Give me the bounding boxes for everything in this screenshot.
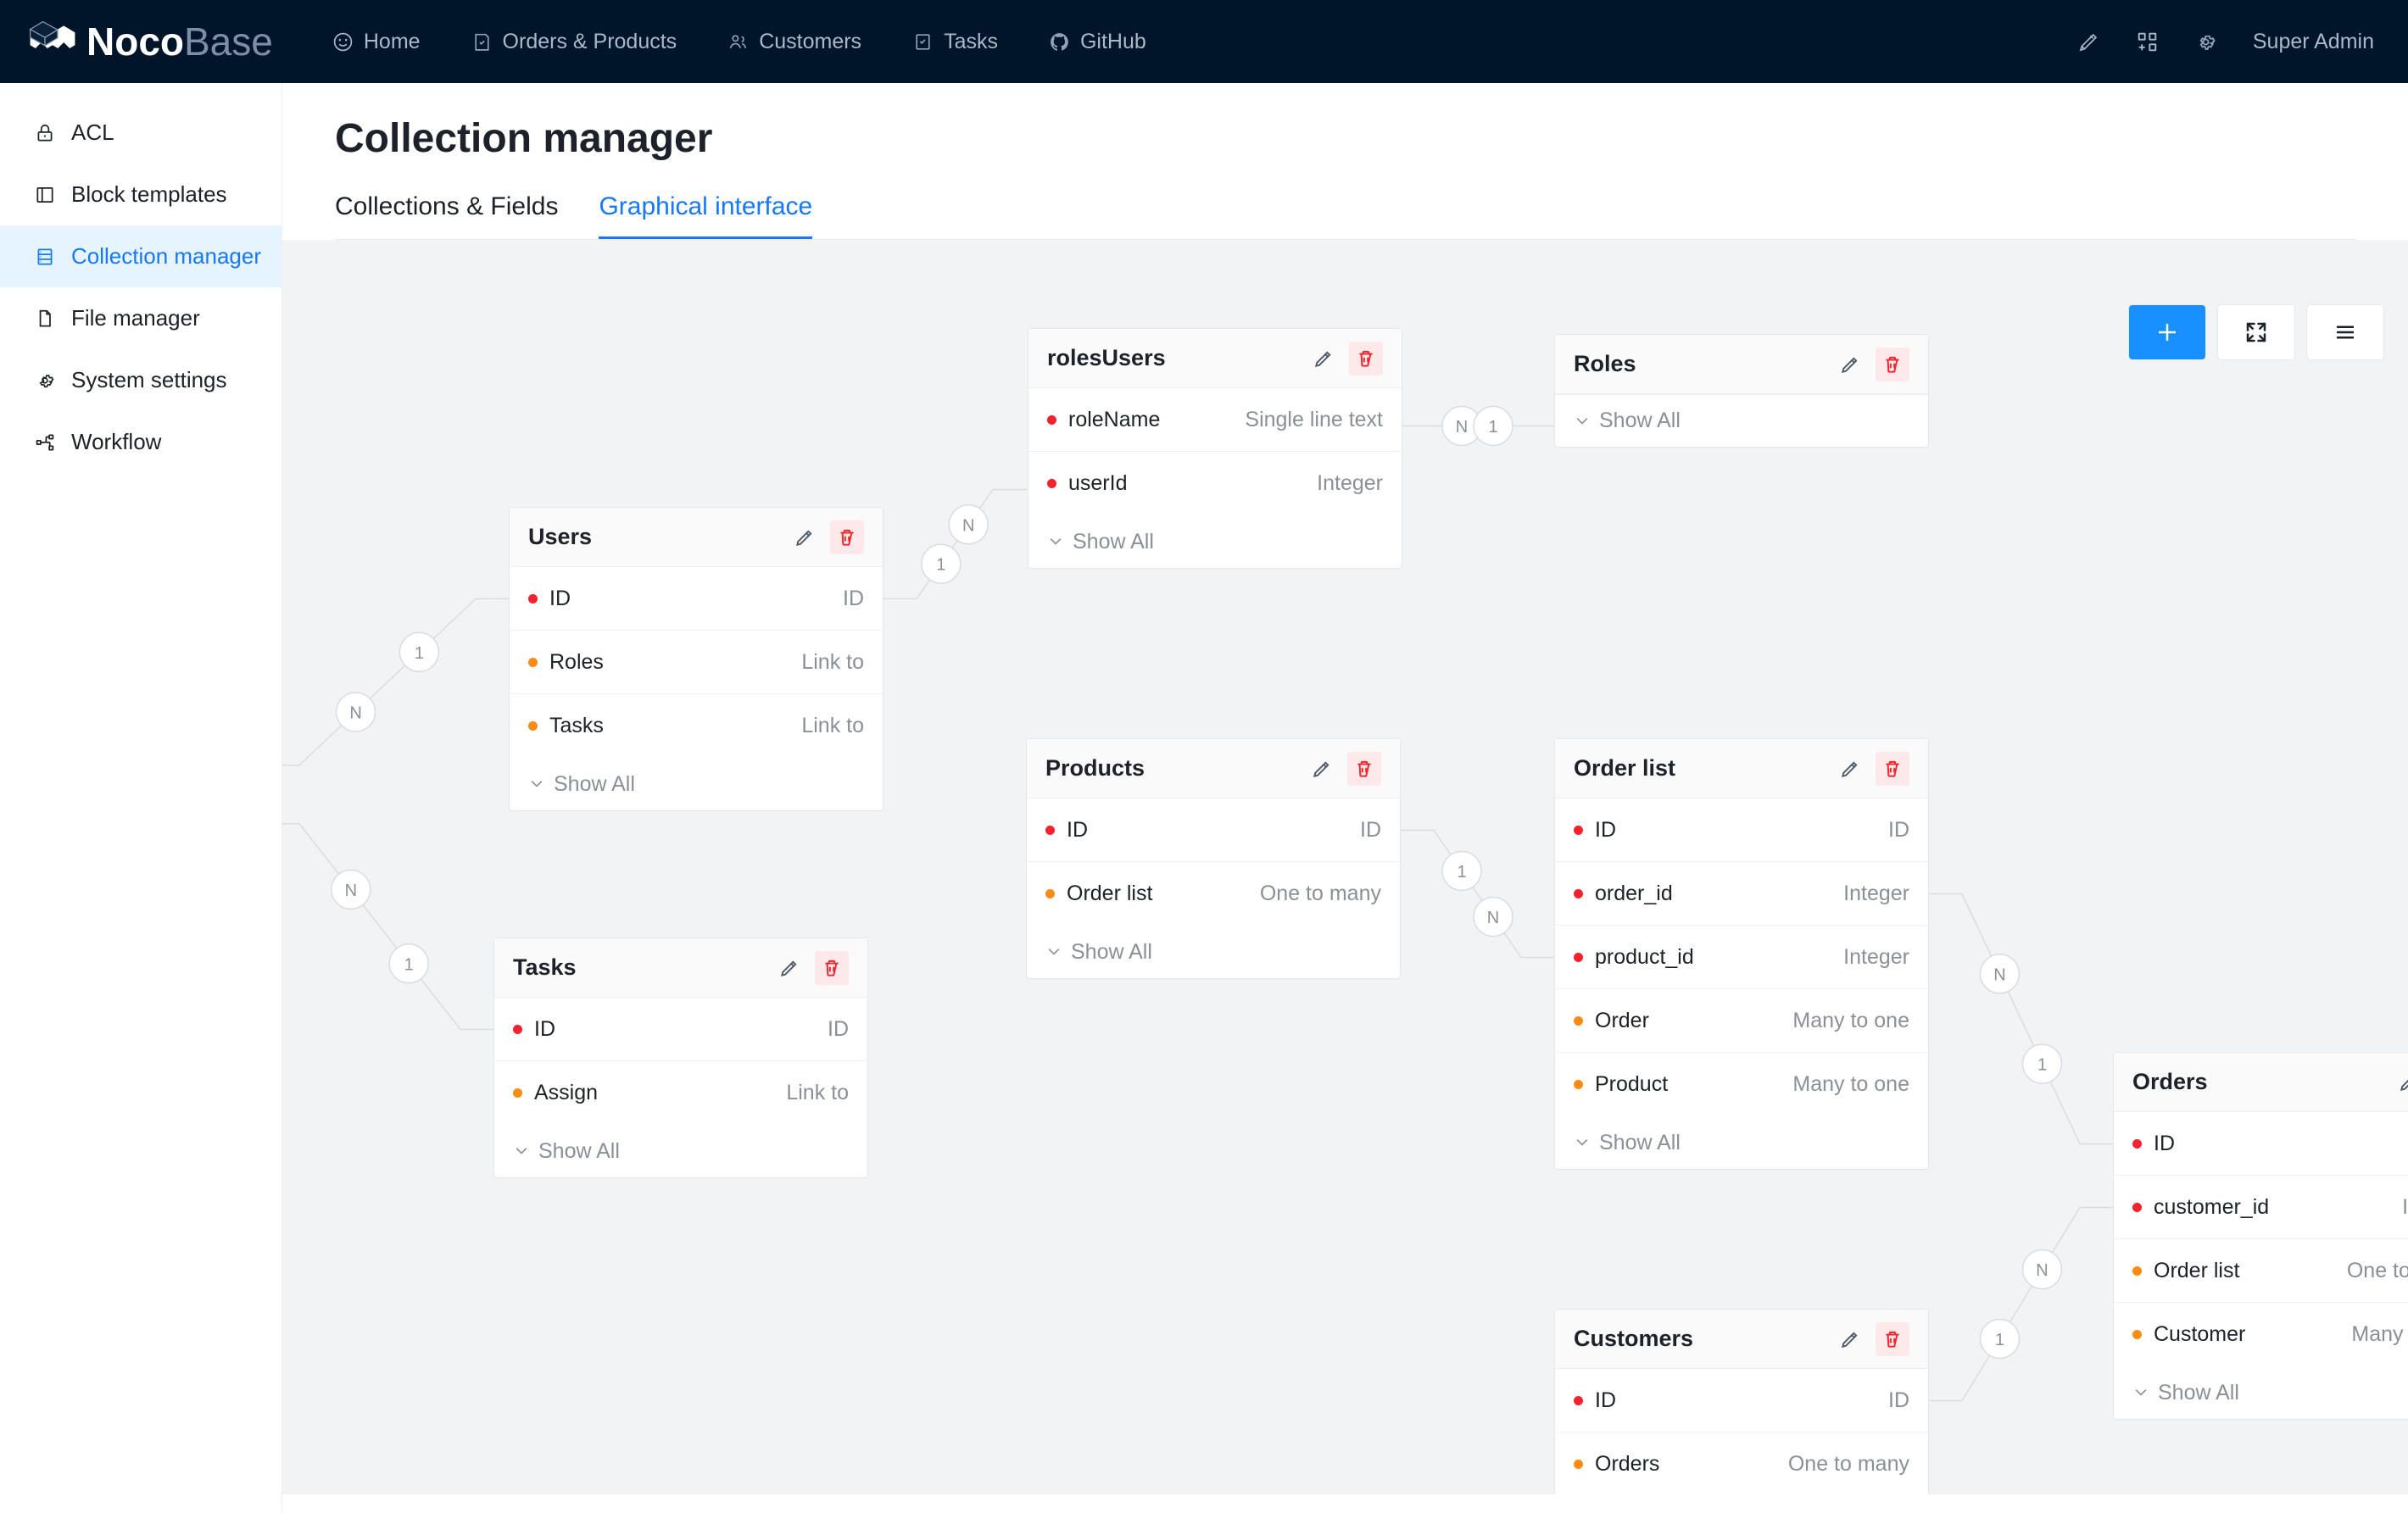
svg-text:1: 1 <box>1488 418 1497 437</box>
svg-text:1: 1 <box>1995 1331 2004 1349</box>
svg-text:1: 1 <box>404 955 414 974</box>
svg-text:1: 1 <box>415 644 424 663</box>
svg-text:1: 1 <box>1457 863 1466 882</box>
svg-text:N: N <box>1487 909 1499 927</box>
svg-text:N: N <box>1456 418 1468 437</box>
svg-text:1: 1 <box>936 556 945 575</box>
svg-text:N: N <box>962 516 974 535</box>
svg-text:N: N <box>2036 1261 2048 1280</box>
svg-text:N: N <box>349 704 361 723</box>
svg-text:N: N <box>1993 965 2005 984</box>
svg-text:N: N <box>345 882 357 900</box>
svg-text:1: 1 <box>2037 1056 2047 1075</box>
